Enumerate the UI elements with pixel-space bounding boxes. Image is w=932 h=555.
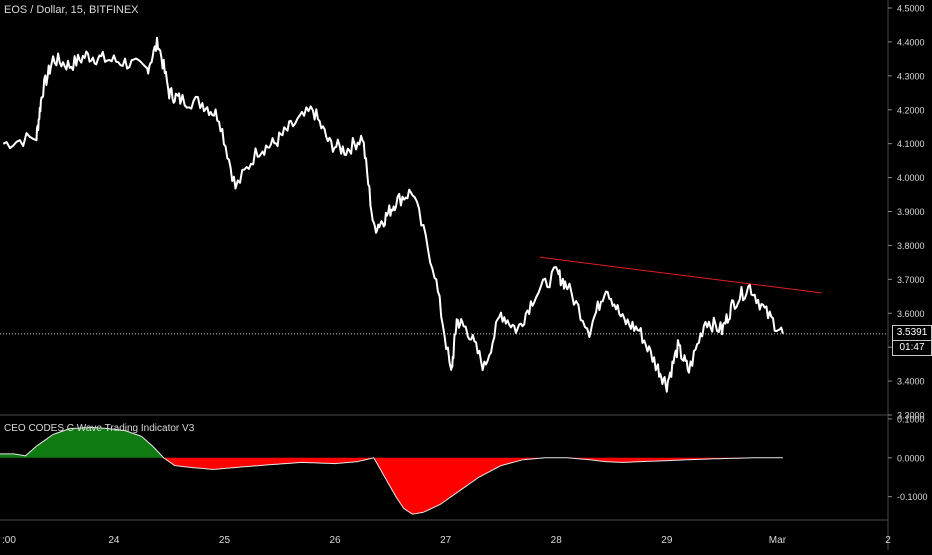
price-series-line <box>2 36 784 393</box>
indicator-tick-label: 0.0000 <box>897 453 925 463</box>
indicator-negative-area <box>374 457 544 515</box>
indicator-positive-area <box>0 427 164 458</box>
time-tick-label: 24 <box>108 535 120 546</box>
price-tick-label: 4.2000 <box>897 105 925 115</box>
price-tick-label: 4.3000 <box>897 71 925 81</box>
time-tick-label: 26 <box>330 535 342 546</box>
price-tick-label: 4.5000 <box>897 4 925 14</box>
price-tick-label: 3.9000 <box>897 207 925 217</box>
time-tick-label: 2 <box>885 535 891 546</box>
time-tick-label: :00 <box>2 535 16 546</box>
price-tick-label: 4.1000 <box>897 139 925 149</box>
indicator-tick-label: -0.1000 <box>897 492 928 502</box>
indicator-negative-area <box>164 457 373 470</box>
last-price-label: 3.5391 <box>892 325 932 341</box>
price-tick-label: 3.6000 <box>897 309 925 319</box>
chart-title: EOS / Dollar, 15, BITFINEX <box>4 4 139 16</box>
main-price-pane[interactable] <box>0 36 888 393</box>
price-tick-label: 4.4000 <box>897 37 925 47</box>
resistance-trendline <box>539 256 822 294</box>
time-tick-label: 29 <box>661 535 673 546</box>
indicator-line <box>0 426 783 515</box>
bar-countdown-label: 01:47 <box>892 340 932 356</box>
price-tick-label: 3.8000 <box>897 241 925 251</box>
price-tick-label: 3.3000 <box>897 411 925 421</box>
indicator-title: CEO CODES C Wave Trading Indicator V3 <box>4 423 195 434</box>
indicator-pane[interactable] <box>0 426 783 515</box>
time-tick-label: 28 <box>551 535 563 546</box>
indicator-tick-label: 0.1000 <box>897 414 925 424</box>
time-tick-label: Mar <box>769 535 787 546</box>
price-tick-label: 3.4000 <box>897 377 925 387</box>
price-tick-label: 4.0000 <box>897 173 925 183</box>
time-tick-label: 25 <box>219 535 231 546</box>
price-tick-label: 3.7000 <box>897 275 925 285</box>
time-tick-label: 27 <box>440 535 452 546</box>
